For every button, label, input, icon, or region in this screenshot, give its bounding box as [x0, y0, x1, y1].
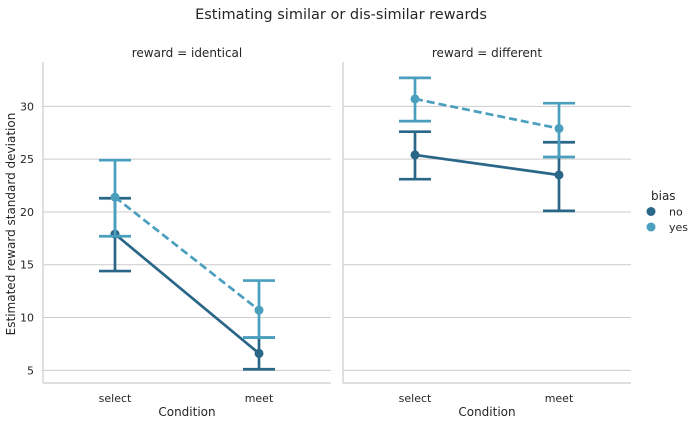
- facet-panel-2: select meet Condition reward = different: [342, 46, 631, 419]
- x-tick-label: meet: [245, 392, 274, 405]
- data-point: [254, 348, 264, 358]
- y-tick-label: 5: [27, 364, 34, 377]
- series-no: [99, 196, 275, 371]
- x-tick-label: select: [399, 392, 432, 405]
- y-tick-label: 10: [20, 312, 34, 325]
- data-point: [554, 124, 564, 134]
- data-point: [110, 192, 120, 202]
- x-axis-label: Condition: [458, 405, 515, 419]
- legend-label: no: [669, 206, 683, 219]
- series-yes: [399, 76, 575, 159]
- y-tick-label: 15: [20, 259, 34, 272]
- legend-item-no: no: [646, 206, 683, 219]
- legend-title: bias: [651, 189, 676, 203]
- data-point: [554, 170, 564, 180]
- x-tick-label: meet: [545, 392, 574, 405]
- series-line: [414, 153, 560, 177]
- legend-label: yes: [669, 221, 688, 234]
- series-line: [414, 97, 560, 130]
- panel-title: reward = different: [432, 46, 543, 60]
- x-tick-label: select: [99, 392, 132, 405]
- legend: bias no yes: [646, 189, 688, 234]
- chart-title: Estimating similar or dis-similar reward…: [195, 7, 487, 23]
- series-line: [114, 233, 260, 355]
- series-no: [399, 130, 575, 213]
- y-tick-label: 20: [20, 206, 34, 219]
- x-axis-label: Condition: [158, 405, 215, 419]
- y-tick-label: 25: [20, 153, 34, 166]
- data-point: [410, 94, 420, 104]
- legend-item-yes: yes: [646, 221, 688, 234]
- y-tick-label: 30: [20, 100, 34, 113]
- facet-panel-1: 5 10 15 20 25 30 select meet Condition reward = i…: [20, 46, 331, 419]
- data-point: [410, 150, 420, 160]
- panel-title: reward = identical: [132, 46, 243, 60]
- series-yes: [99, 158, 275, 339]
- series-line: [114, 196, 260, 312]
- panels-group: 5 10 15 20 25 30 select meet Condition reward = i…: [20, 46, 631, 419]
- data-point: [254, 305, 264, 315]
- legend-marker: [646, 207, 656, 216]
- y-axis-label: Estimated reward standard deviation: [4, 113, 18, 336]
- legend-marker: [646, 222, 656, 232]
